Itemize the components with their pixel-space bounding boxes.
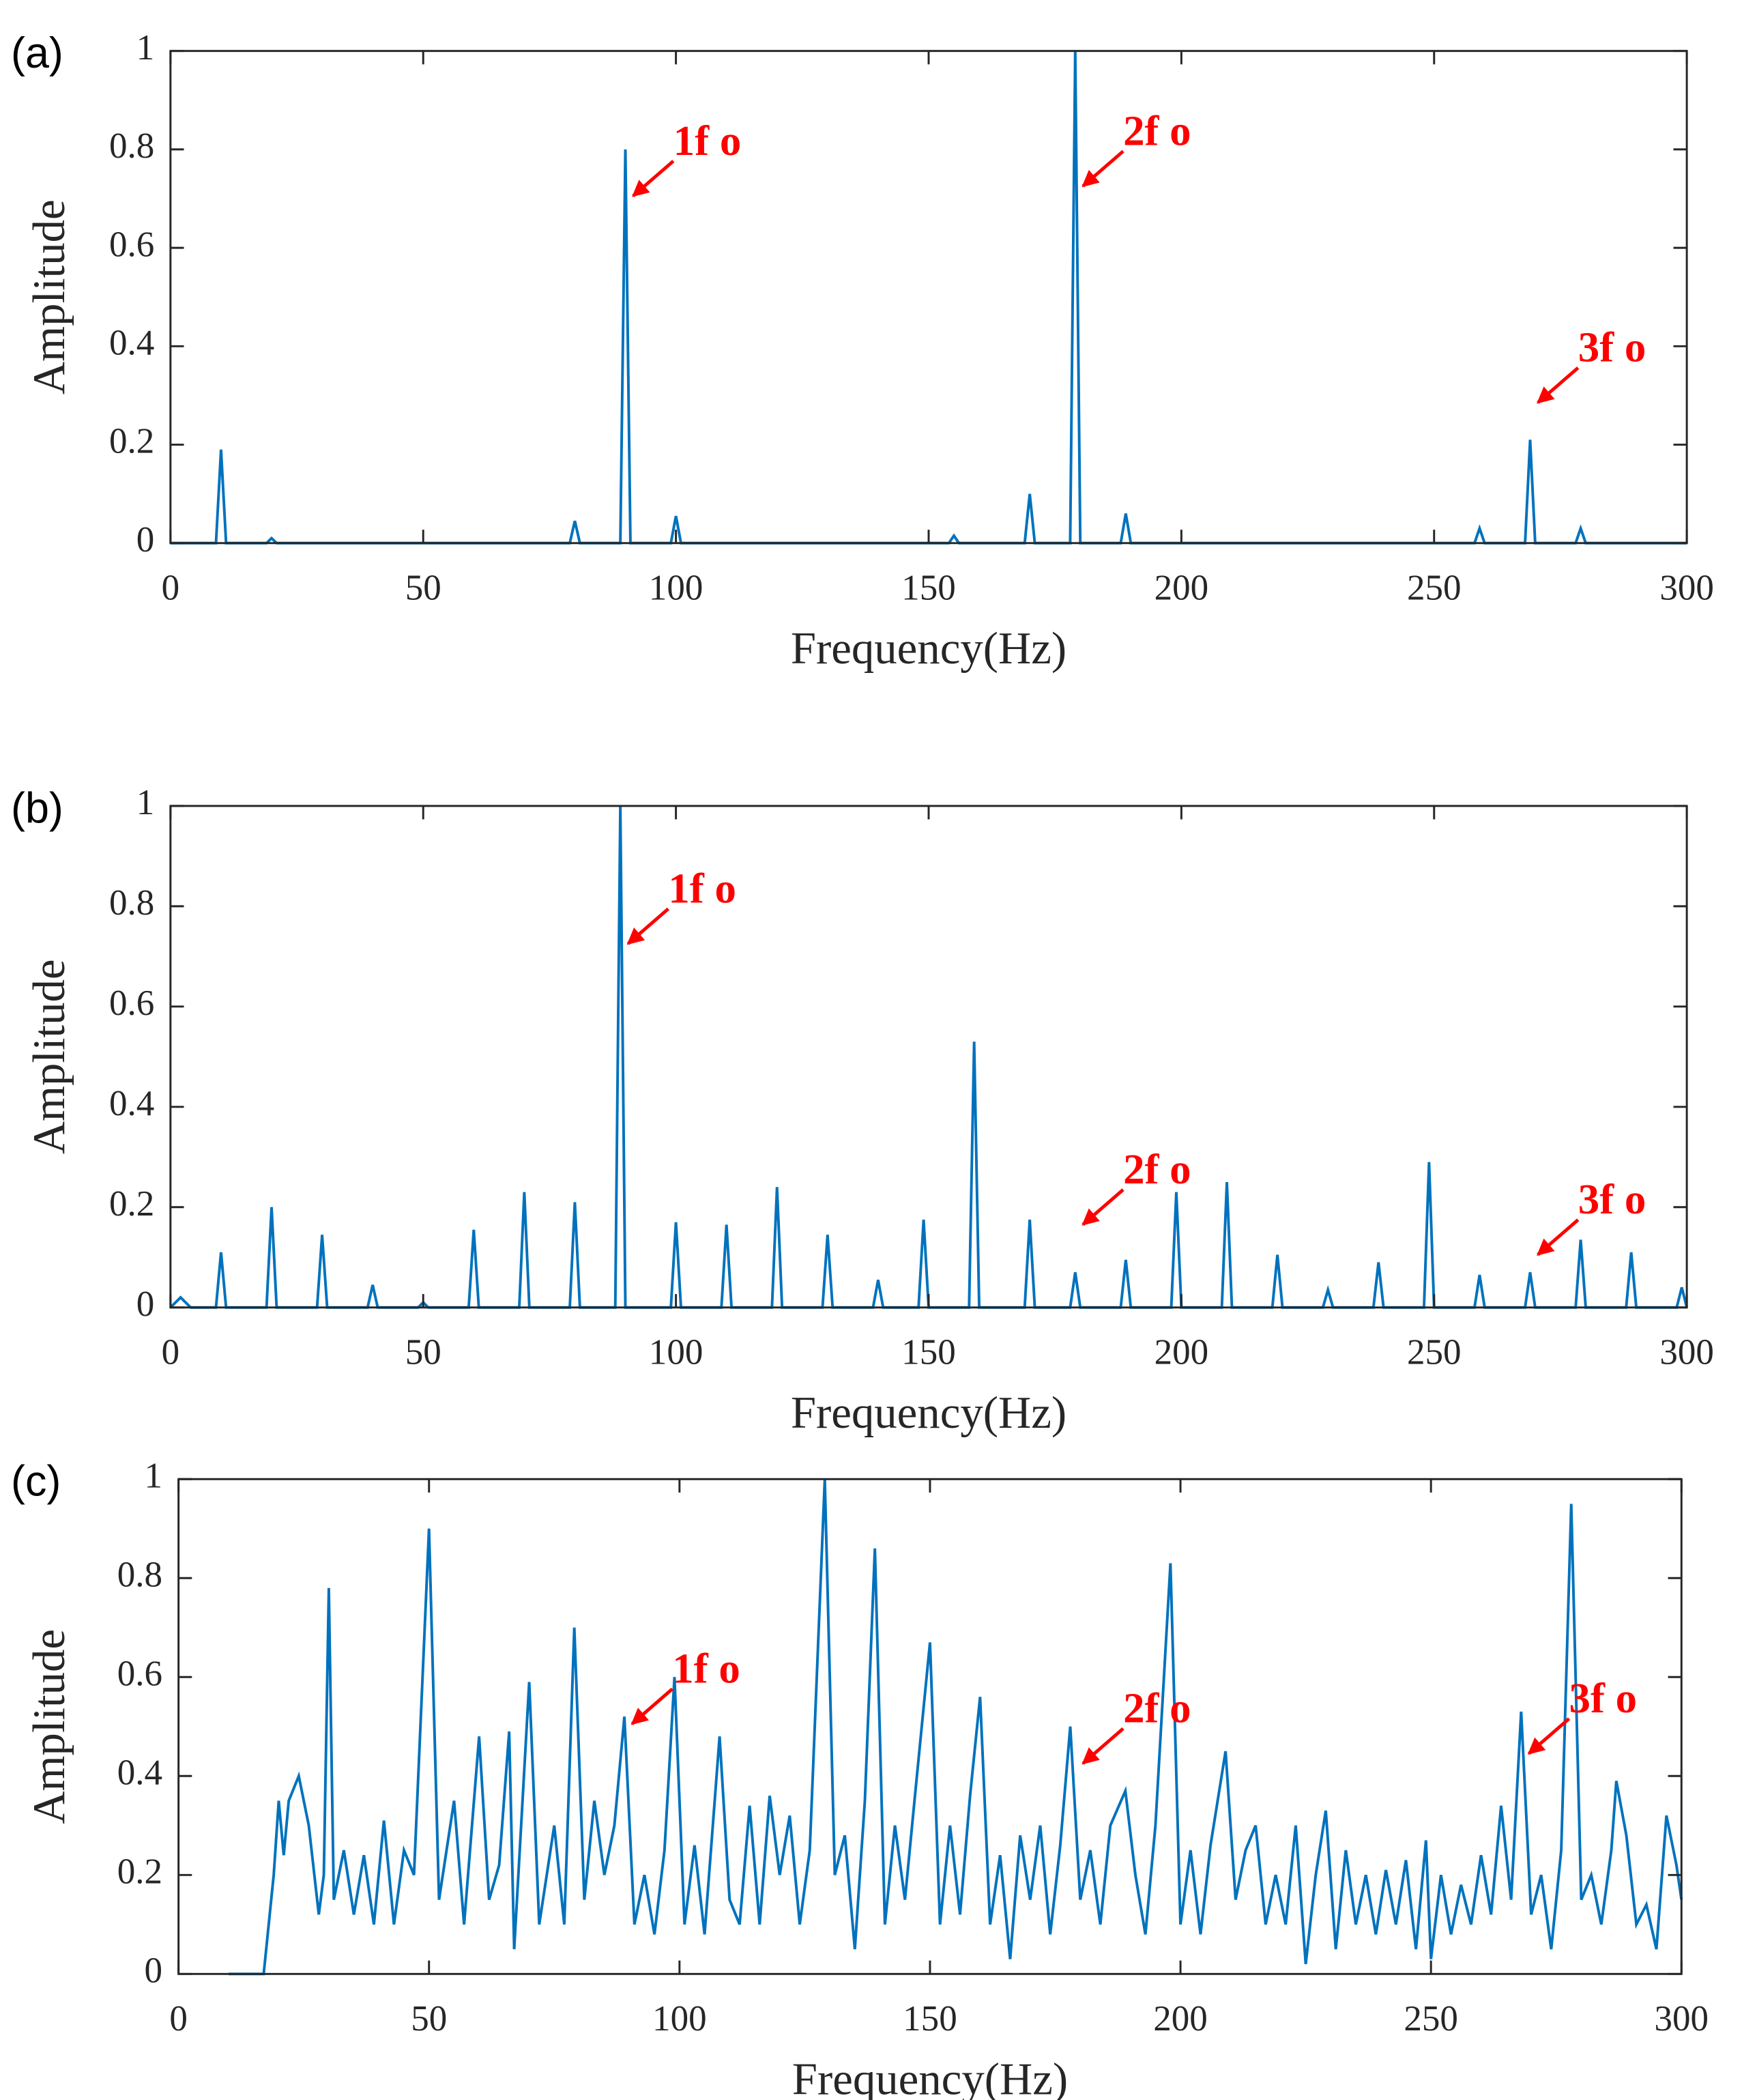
annotation-arrow <box>1527 1717 1571 1755</box>
y-tick-label: 0.8 <box>117 1555 162 1594</box>
y-tick-label: 0.4 <box>117 1753 162 1792</box>
y-tick-label: 1 <box>136 783 155 822</box>
y-tick-label: 0 <box>145 1951 163 1990</box>
panel-label: (c) <box>11 1458 61 1506</box>
x-tick-label: 50 <box>405 569 441 608</box>
y-tick-label: 1 <box>136 28 155 68</box>
annotation-arrow <box>1082 149 1124 188</box>
x-axis-label: Frequency(Hz) <box>791 623 1066 674</box>
y-tick-label: 0.4 <box>109 1084 154 1123</box>
x-axis-label: Frequency(Hz) <box>791 1387 1066 1438</box>
x-tick-label: 200 <box>1155 1333 1209 1372</box>
annotation-arrow <box>626 907 670 945</box>
x-tick-label: 150 <box>901 1333 956 1372</box>
y-tick-label: 0.4 <box>109 323 154 363</box>
annotation: 1f o <box>668 864 736 912</box>
annotation-arrow <box>1536 366 1580 404</box>
x-tick-label: 50 <box>405 1333 441 1372</box>
annotation: 1f o <box>673 117 742 164</box>
annotation: 3f o <box>1578 323 1646 371</box>
y-tick-label: 0.6 <box>109 983 154 1023</box>
x-tick-label: 150 <box>903 1999 957 2039</box>
annotation: 2f o <box>1123 106 1191 154</box>
x-tick-label: 250 <box>1407 569 1462 608</box>
x-tick-label: 50 <box>411 1999 447 2039</box>
y-tick-label: 1 <box>145 1456 163 1495</box>
panel-label: (b) <box>11 784 63 832</box>
annotation-arrow <box>1082 1188 1124 1226</box>
annotation: 2f o <box>1123 1684 1191 1732</box>
x-tick-label: 300 <box>1659 569 1714 608</box>
y-axis-label: Amplitude <box>24 1629 74 1824</box>
spectrum-line <box>169 805 1689 1309</box>
annotation-arrow <box>1536 1218 1580 1256</box>
x-tick-label: 0 <box>162 1333 180 1372</box>
annotation-arrow <box>632 160 675 197</box>
x-tick-label: 150 <box>901 569 956 608</box>
spectrum-line <box>229 1479 1683 1976</box>
y-axis-label: Amplitude <box>24 199 74 394</box>
x-axis-label: Frequency(Hz) <box>792 2054 1068 2100</box>
annotation-arrow <box>1082 1727 1124 1765</box>
x-tick-label: 300 <box>1654 1999 1709 2039</box>
y-axis-label: Amplitude <box>24 959 74 1154</box>
annotation: 3f o <box>1578 1175 1646 1223</box>
axes-box <box>169 50 1688 545</box>
annotation: 1f o <box>672 1645 740 1693</box>
y-tick-label: 0.2 <box>109 422 154 461</box>
x-tick-label: 0 <box>162 569 180 608</box>
axes-box <box>177 1478 1683 1975</box>
y-tick-label: 0.2 <box>109 1184 154 1224</box>
x-tick-label: 100 <box>649 569 703 608</box>
annotation-arrow <box>630 1687 673 1725</box>
axes-box <box>169 805 1688 1309</box>
y-tick-label: 0.8 <box>109 126 154 166</box>
y-tick-label: 0 <box>136 1284 155 1324</box>
x-tick-label: 100 <box>652 1999 707 2039</box>
annotation: 2f o <box>1123 1145 1191 1193</box>
y-tick-label: 0.6 <box>117 1654 162 1693</box>
y-tick-label: 0.8 <box>109 883 154 923</box>
annotation: 3f o <box>1569 1674 1638 1722</box>
y-tick-label: 0.6 <box>109 225 154 264</box>
panel-label: (a) <box>11 29 63 77</box>
x-tick-label: 0 <box>169 1999 188 2039</box>
y-tick-label: 0 <box>136 520 155 560</box>
x-tick-label: 250 <box>1404 1999 1458 2039</box>
x-tick-label: 200 <box>1153 1999 1208 2039</box>
x-tick-label: 100 <box>649 1333 703 1372</box>
x-tick-label: 250 <box>1407 1333 1462 1372</box>
spectrum-line <box>170 51 1687 545</box>
y-tick-label: 0.2 <box>117 1852 162 1891</box>
x-tick-label: 200 <box>1155 569 1209 608</box>
x-tick-label: 300 <box>1659 1333 1714 1372</box>
